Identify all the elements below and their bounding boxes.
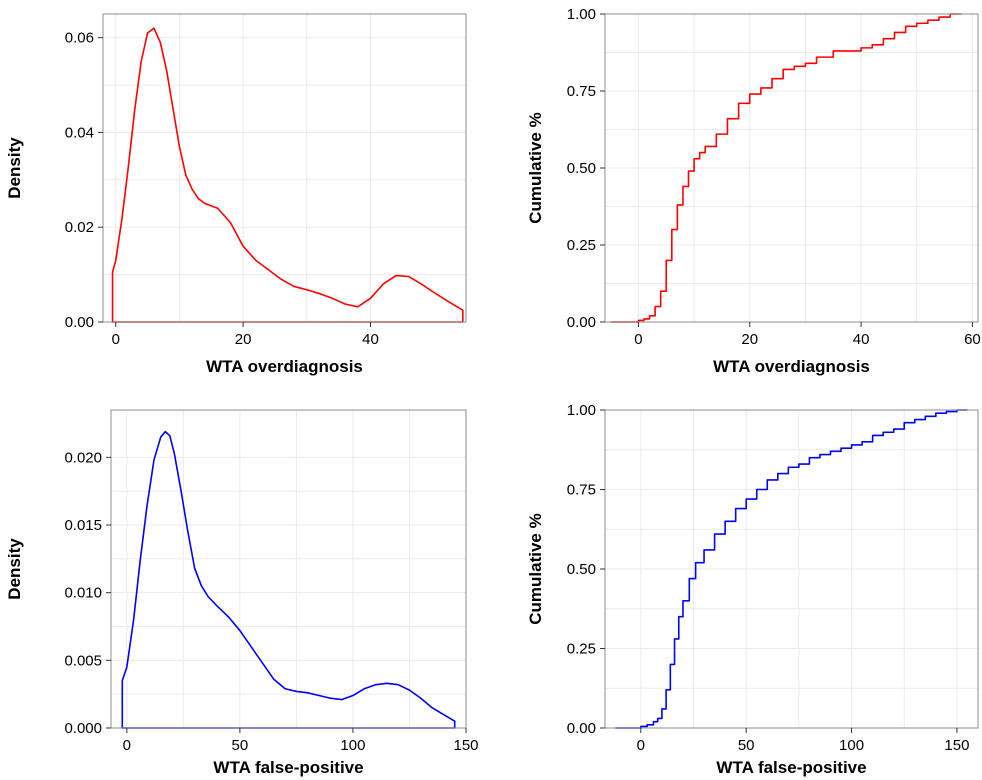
y-tick-label: 0.00 <box>567 314 596 331</box>
x-tick-label: 0 <box>123 737 131 754</box>
y-tick-label: 0.000 <box>64 720 102 737</box>
y-tick-label: 0.25 <box>567 237 596 254</box>
x-axis-title: WTA false-positive <box>213 758 363 777</box>
x-tick-label: 0 <box>637 737 645 754</box>
series-line <box>615 409 968 729</box>
y-tick-label: 0.75 <box>567 83 596 100</box>
x-tick-label: 60 <box>964 331 981 348</box>
y-tick-label: 0.005 <box>64 652 102 669</box>
density-false-positive-panel: 0 50 100 150 0.000 0.005 0.010 0.015 0.020 WTA fa… <box>5 409 479 777</box>
y-tick-label: 0.50 <box>567 561 596 578</box>
x-tick-label: 100 <box>839 737 864 754</box>
x-tick-label: 0 <box>634 331 642 348</box>
x-tick-label: 150 <box>453 737 478 754</box>
series-line <box>121 430 456 729</box>
y-tick-label: 1.00 <box>567 6 596 23</box>
y-tick-label: 0.02 <box>65 219 94 236</box>
y-tick-label: 0.015 <box>64 517 102 534</box>
x-axis-title: WTA overdiagnosis <box>713 357 870 376</box>
series-line <box>111 27 464 323</box>
y-tick-label: 1.00 <box>567 402 596 419</box>
y-axis-title: Cumulative % <box>526 513 545 624</box>
y-axis-title: Density <box>5 538 24 600</box>
x-tick-label: 20 <box>235 331 252 348</box>
ecdf-false-positive-panel: 0 50 100 150 0.00 0.25 0.50 0.75 1.00 WTA false-p… <box>526 402 979 777</box>
density-overdiagnosis-panel: 0 20 40 0.00 0.02 0.04 0.06 WTA overdiagnosis De… <box>5 13 467 376</box>
x-tick-label: 150 <box>944 737 969 754</box>
x-tick-label: 20 <box>741 331 758 348</box>
y-tick-label: 0.010 <box>64 585 102 602</box>
x-tick-label: 50 <box>232 737 249 754</box>
y-tick-label: 0.06 <box>65 30 94 47</box>
y-tick-label: 0.00 <box>65 314 94 331</box>
plot-border <box>110 409 467 729</box>
y-axis-title: Cumulative % <box>526 112 545 223</box>
y-tick-label: 0.00 <box>567 720 596 737</box>
series-line <box>610 13 962 323</box>
x-tick-label: 0 <box>112 331 120 348</box>
y-tick-label: 0.25 <box>567 641 596 658</box>
x-tick-label: 40 <box>853 331 870 348</box>
y-tick-label: 0.020 <box>64 449 102 466</box>
x-axis-title: WTA overdiagnosis <box>206 357 363 376</box>
plot-border <box>102 13 467 323</box>
x-tick-label: 100 <box>340 737 365 754</box>
y-axis-title: Density <box>5 137 24 199</box>
x-axis-title: WTA false-positive <box>716 758 866 777</box>
x-tick-label: 40 <box>362 331 379 348</box>
x-tick-label: 50 <box>738 737 755 754</box>
ecdf-overdiagnosis-panel: 0 20 40 60 0.00 0.25 0.50 0.75 1.00 WTA overdiagn… <box>526 6 981 376</box>
y-tick-label: 0.50 <box>567 160 596 177</box>
y-tick-label: 0.75 <box>567 482 596 499</box>
y-tick-label: 0.04 <box>65 124 94 141</box>
